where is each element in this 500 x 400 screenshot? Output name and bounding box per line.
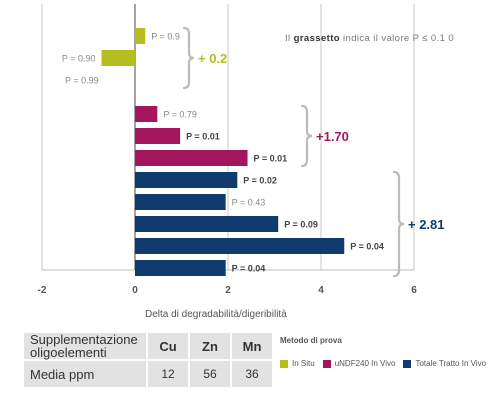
table-row: Media ppm 12 56 36 bbox=[24, 361, 272, 389]
group-brace bbox=[392, 170, 405, 278]
bar-p-label: P = 0.04 bbox=[232, 264, 266, 274]
group-brace bbox=[182, 26, 195, 90]
x-axis-label: Delta di degradabilità/digeribilità bbox=[145, 309, 287, 320]
group-brace bbox=[300, 104, 313, 168]
legend-item-undf240: uNDF240 In Vivo bbox=[322, 359, 396, 368]
bar bbox=[135, 216, 279, 232]
legend-item-in-situ: In Situ bbox=[280, 359, 315, 368]
bar-p-label: P = 0.99 bbox=[65, 76, 99, 86]
bar bbox=[135, 28, 146, 44]
element-zn: Zn bbox=[190, 333, 230, 361]
bar-p-label: P = 0.01 bbox=[254, 154, 288, 164]
legend-title: Metodo di prova bbox=[280, 336, 342, 345]
table-header-label: Supplementazione oligoelementi bbox=[24, 333, 146, 361]
x-tick-label: 2 bbox=[225, 285, 231, 296]
bar-p-label: P = 0.02 bbox=[243, 176, 277, 186]
legend-label: Totale Tratto In Vivo bbox=[415, 359, 487, 368]
bold-note: Il grassetto indica il valore P ≤ 0.1 0 bbox=[285, 33, 455, 44]
bar-p-label: P = 0.79 bbox=[163, 110, 197, 120]
bar-p-label: P = 0.09 bbox=[284, 220, 318, 230]
legend-label: In Situ bbox=[292, 359, 315, 368]
element-cu: Cu bbox=[148, 333, 188, 361]
x-tick-label: 6 bbox=[411, 285, 417, 296]
table-header-row: Supplementazione oligoelementi Cu Zn Mn bbox=[24, 333, 272, 361]
legend: Metodo di prova In Situ uNDF240 In Vivo … bbox=[280, 336, 486, 368]
value-zn: 56 bbox=[190, 361, 230, 389]
table-row-label: Media ppm bbox=[24, 361, 146, 389]
x-tick-label: -2 bbox=[38, 285, 47, 296]
group-total-label: + 2.81 bbox=[408, 217, 445, 232]
bar-chart: -2 0 2 4 6 P = 0.9 P = 0.90 P = 0.99 P = 0.79 P =… bbox=[38, 4, 445, 296]
bar-p-label: P = 0.01 bbox=[186, 132, 220, 142]
legend-swatch bbox=[322, 359, 331, 368]
value-cu: 12 bbox=[148, 361, 188, 389]
element-mn: Mn bbox=[232, 333, 272, 361]
bar bbox=[135, 172, 238, 188]
bar bbox=[135, 128, 181, 144]
bar-p-label: P = 0.9 bbox=[151, 32, 180, 42]
bar-p-label: P = 0.04 bbox=[350, 242, 384, 252]
legend-swatch bbox=[280, 359, 288, 368]
legend-item-total-tract: Totale Tratto In Vivo bbox=[403, 359, 486, 368]
bar bbox=[135, 194, 226, 210]
supplementation-table: Supplementazione oligoelementi Cu Zn Mn … bbox=[24, 333, 272, 389]
bar bbox=[135, 106, 158, 122]
bar-p-label: P = 0.90 bbox=[62, 54, 96, 64]
x-tick-label: 0 bbox=[132, 285, 138, 296]
group-total-label: +1.70 bbox=[316, 129, 349, 144]
group-total-label: + 0.2 bbox=[198, 51, 227, 66]
x-tick-label: 4 bbox=[318, 285, 324, 296]
bar bbox=[135, 238, 345, 254]
legend-label: uNDF240 In Vivo bbox=[334, 359, 396, 368]
bar bbox=[101, 50, 135, 66]
bar bbox=[135, 150, 248, 166]
legend-swatch bbox=[403, 359, 412, 368]
value-mn: 36 bbox=[232, 361, 272, 389]
bar-p-label: P = 0.43 bbox=[232, 198, 266, 208]
bar bbox=[135, 260, 226, 276]
